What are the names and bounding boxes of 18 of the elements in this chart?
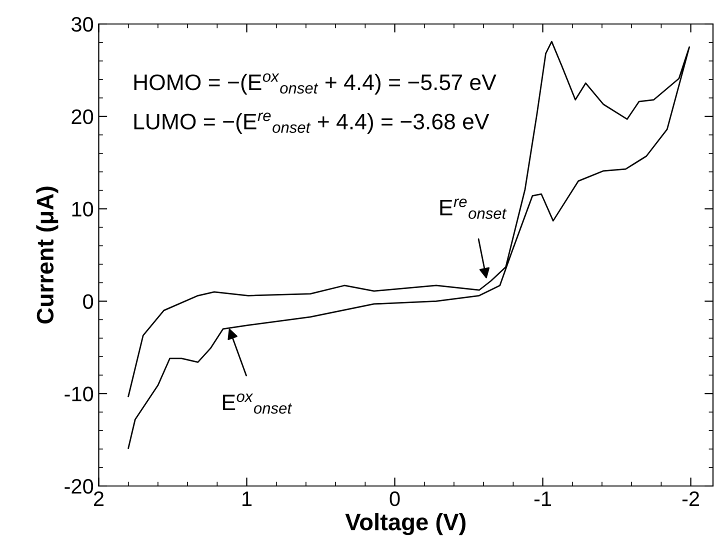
y-tick-label: -20 [64, 479, 94, 494]
annotation: E$^{ox}$$_{onset}$ [223, 393, 292, 414]
line-series [128, 40, 690, 449]
y-tick-label: 20 [72, 109, 94, 124]
y-axis-title: Current (μA) [36, 186, 58, 324]
y-tick-label: 0 [83, 294, 94, 309]
x-axis-title: Voltage (V) [345, 513, 466, 536]
annotation: HOMO = −(E$^{ox}$$_{onset}$ + 4.4) = −5.57 eV [134, 73, 496, 95]
y-tick-label: -10 [64, 386, 94, 402]
annotation: LUMO = −(E$^{re}$$_{onset}$ + 4.4) = −3.68 eV [134, 112, 490, 134]
annotation: E$^{re}$$_{onset}$ [440, 198, 507, 219]
x-tick-label: 0 [390, 491, 400, 506]
x-tick-label: 2 [94, 491, 104, 506]
x-tick-label: -2 [682, 491, 700, 506]
x-tick-label: -1 [534, 492, 552, 506]
y-tick-label: 30 [72, 17, 94, 32]
y-tick-label: 10 [72, 202, 94, 217]
x-tick-label: 1 [242, 492, 252, 506]
